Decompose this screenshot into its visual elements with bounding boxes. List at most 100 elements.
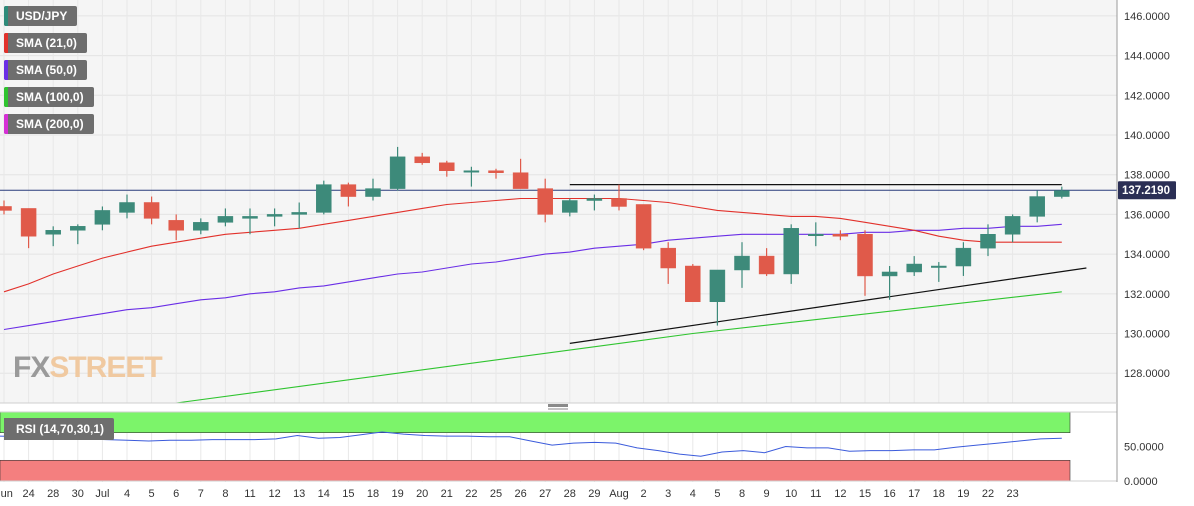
y-tick-label: 132.0000 (1124, 289, 1170, 301)
candle-body (365, 188, 381, 197)
x-tick-label: Aug (609, 488, 629, 500)
candle-body (94, 210, 111, 225)
candle-body (808, 234, 824, 237)
x-tick-label: 11 (810, 488, 821, 500)
legend-swatch-sma21 (4, 33, 8, 53)
legend-swatch-sma50 (4, 60, 8, 80)
x-tick-label: 3 (665, 488, 671, 500)
candle-body (931, 265, 947, 268)
legend-usdjpy[interactable]: USD/JPY (4, 6, 78, 26)
legend-label-sma100: SMA (100,0) (16, 90, 84, 104)
candle-body (488, 170, 504, 173)
x-tick-label: 5 (714, 488, 720, 500)
y-tick-label: 138.0000 (1124, 170, 1170, 182)
x-tick-label: 4 (124, 488, 130, 500)
x-tick-label: 18 (367, 488, 379, 500)
candle-body (635, 204, 652, 249)
x-tick-label: 15 (342, 488, 354, 500)
support-trendline (569, 267, 1087, 344)
x-tick-label: 28 (47, 488, 59, 500)
x-tick-label: 19 (957, 488, 969, 500)
candle-body (1054, 190, 1070, 197)
x-tick-label: Jul (95, 488, 109, 500)
legend-sma100[interactable]: SMA (100,0) (4, 87, 94, 107)
x-tick-label: 20 (416, 488, 428, 500)
y-tick-label: 144.0000 (1124, 51, 1170, 63)
axes: 146.0000 144.0000 142.0000 14 0.0000 138.0000… (0, 0, 1176, 500)
x-tick-label: 6 (173, 488, 179, 500)
candle-body (217, 216, 234, 223)
y-tick-label: 134.0000 (1124, 249, 1170, 261)
candle-body (193, 222, 209, 231)
price-plot-area (0, 0, 1117, 403)
y-tick-label: 128.0000 (1124, 368, 1170, 380)
rsi-label-badge[interactable]: RSI (14,70,30,1) (4, 418, 115, 440)
x-tick-label: 4 (690, 488, 696, 500)
x-tick-label: 2 (641, 488, 647, 500)
x-tick-label: 7 (198, 488, 204, 500)
y-tick-label: 130.0000 (1124, 329, 1170, 341)
rsi-line (0, 431, 1062, 457)
rsi-label: RSI (14,70,30,1) (16, 422, 105, 436)
candle-body (0, 206, 12, 211)
candle-body (685, 265, 701, 303)
legend-label-usdjpy: USD/JPY (16, 9, 68, 23)
price-grid (0, 0, 1117, 482)
candle-body (119, 202, 135, 213)
y-tick-label: 146.0000 (1124, 11, 1170, 23)
sma100-line (176, 291, 1062, 404)
sma50-line (3, 223, 1062, 331)
candle-body (611, 198, 627, 207)
candle-body (291, 212, 307, 215)
x-tick-label: 19 (391, 488, 403, 500)
candle-body (1029, 196, 1045, 217)
y-tick-label: 142.0000 (1124, 90, 1170, 102)
rsi-pane (0, 411, 1117, 482)
candle-body (20, 208, 37, 237)
fxstreet-logo: FXSTREET (13, 351, 163, 385)
x-tick-label: 12 (268, 488, 280, 500)
candle-body (389, 156, 406, 189)
x-tick-label: 18 (933, 488, 945, 500)
candle-body (660, 247, 676, 269)
x-tick-label: 13 (293, 488, 305, 500)
x-tick-label: 14 (318, 488, 330, 500)
pane-resize-handle (548, 404, 568, 407)
candle-body (955, 247, 972, 267)
x-tick-label: 22 (465, 488, 477, 500)
candle-body (586, 198, 603, 201)
candle-body (439, 162, 455, 171)
candle-body (266, 214, 283, 217)
legend-sma200[interactable]: SMA (200,0) (4, 114, 94, 134)
candle-body (906, 263, 922, 273)
logo-part-street: STREET (49, 351, 162, 384)
x-tick-label: 8 (222, 488, 228, 500)
legend-swatch-usdjpy (4, 6, 8, 26)
legend-swatch-sma200 (4, 114, 8, 134)
legend-label-sma200: SMA (200,0) (16, 117, 84, 131)
candle-body (537, 188, 553, 215)
rsi-y-tick-label: 50.0000 (1124, 442, 1164, 454)
rsi-y-tick-label: 0.0000 (1124, 476, 1158, 488)
candle-body (734, 255, 750, 271)
candle-body (70, 226, 86, 231)
candle-body (709, 269, 726, 303)
candle-body (168, 220, 184, 231)
rsi-overbought-zone (0, 411, 1071, 434)
candle-body (45, 230, 61, 235)
candle-body (316, 184, 332, 213)
legend-sma21[interactable]: SMA (21,0) (4, 33, 87, 53)
legend-swatch-sma100 (4, 87, 8, 107)
x-tick-label: 27 (539, 488, 551, 500)
x-tick-label: 10 (785, 488, 797, 500)
legend-label-sma50: SMA (50,0) (16, 63, 77, 77)
candle-body (414, 156, 430, 164)
x-tick-label: 8 (739, 488, 745, 500)
candle-body (1004, 216, 1021, 235)
legend-sma50[interactable]: SMA (50,0) (4, 60, 87, 80)
x-tick-label: 21 (441, 488, 453, 500)
x-tick-label: 24 (22, 488, 34, 500)
candle-body (562, 200, 578, 213)
